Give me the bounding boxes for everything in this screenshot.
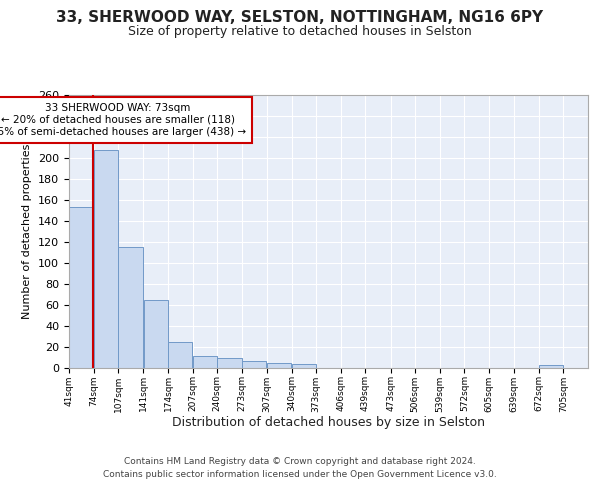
Text: Size of property relative to detached houses in Selston: Size of property relative to detached ho…	[128, 25, 472, 38]
Bar	[217, 358, 242, 368]
Text: Contains HM Land Registry data © Crown copyright and database right 2024.
Contai: Contains HM Land Registry data © Crown c…	[103, 458, 497, 479]
Bar	[94, 150, 118, 368]
Bar	[193, 356, 217, 368]
Bar	[292, 364, 316, 368]
Bar	[267, 364, 292, 368]
Bar	[69, 207, 94, 368]
Text: 33, SHERWOOD WAY, SELSTON, NOTTINGHAM, NG16 6PY: 33, SHERWOOD WAY, SELSTON, NOTTINGHAM, N…	[56, 10, 544, 25]
Text: Distribution of detached houses by size in Selston: Distribution of detached houses by size …	[172, 416, 485, 429]
Bar	[242, 361, 266, 368]
Bar	[539, 366, 563, 368]
Y-axis label: Number of detached properties: Number of detached properties	[22, 144, 32, 319]
Bar	[168, 342, 193, 367]
Bar	[143, 300, 168, 368]
Bar	[118, 247, 143, 368]
Text: 33 SHERWOOD WAY: 73sqm
← 20% of detached houses are smaller (118)
75% of semi-de: 33 SHERWOOD WAY: 73sqm ← 20% of detached…	[0, 104, 246, 136]
